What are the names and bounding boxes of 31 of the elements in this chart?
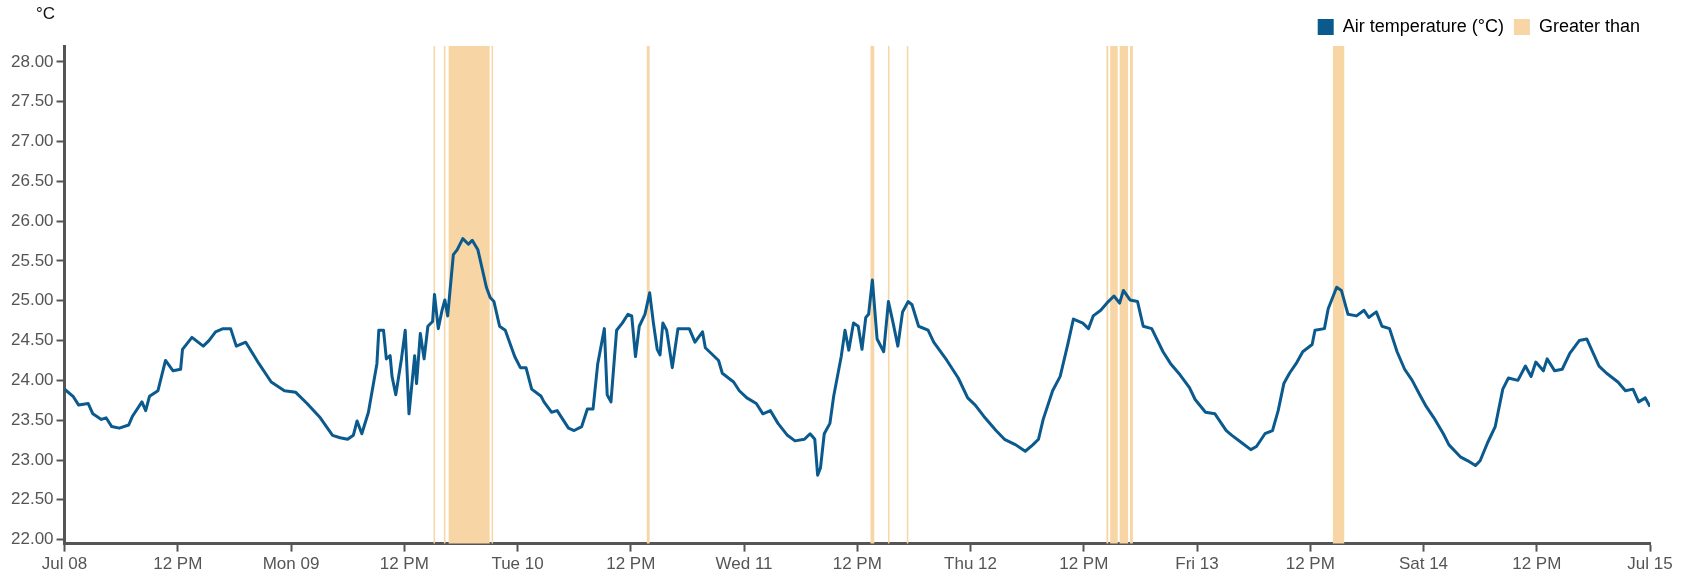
y-tick-label: 28.00 [10, 51, 54, 71]
x-tick-label: Thu 12 [944, 554, 997, 574]
y-tick-label: 27.50 [10, 91, 54, 111]
y-tick-label: 23.00 [10, 449, 54, 469]
y-tick-label: 24.00 [10, 370, 54, 390]
x-tick-label: Fri 13 [1175, 554, 1219, 574]
x-tick-label: Wed 11 [715, 554, 773, 574]
y-tick-label: 22.50 [10, 489, 54, 509]
x-tick-label: 12 PM [379, 554, 429, 574]
x-tick-label: Jul 08 [41, 554, 88, 574]
y-tick-label: 23.50 [10, 409, 54, 429]
legend-label: Greater than [1538, 15, 1641, 36]
y-tick-label: 22.00 [10, 529, 54, 549]
x-tick-label: 12 PM [1512, 554, 1562, 574]
y-axis-title: °C [36, 4, 56, 24]
y-tick-label: 26.00 [10, 210, 54, 230]
x-tick-label: 12 PM [1059, 554, 1109, 574]
y-tick-label: 25.50 [10, 250, 54, 270]
x-tick-label: Mon 09 [262, 554, 320, 574]
y-tick-label: 24.50 [10, 330, 54, 350]
y-tick-label: 26.50 [10, 171, 54, 191]
x-tick-label: 12 PM [1285, 554, 1335, 574]
x-tick-label: Jul 15 [1627, 554, 1673, 574]
y-tick-label: 25.00 [10, 290, 54, 310]
x-tick-label: 12 PM [606, 554, 656, 574]
y-tick-label: 27.00 [10, 131, 54, 151]
x-tick-label: Tue 10 [491, 554, 544, 574]
legend-label: Air temperature (°C) [1342, 15, 1504, 36]
x-tick-label: 12 PM [153, 554, 203, 574]
x-tick-label: Sat 14 [1398, 554, 1449, 574]
x-tick-label: 12 PM [832, 554, 882, 574]
